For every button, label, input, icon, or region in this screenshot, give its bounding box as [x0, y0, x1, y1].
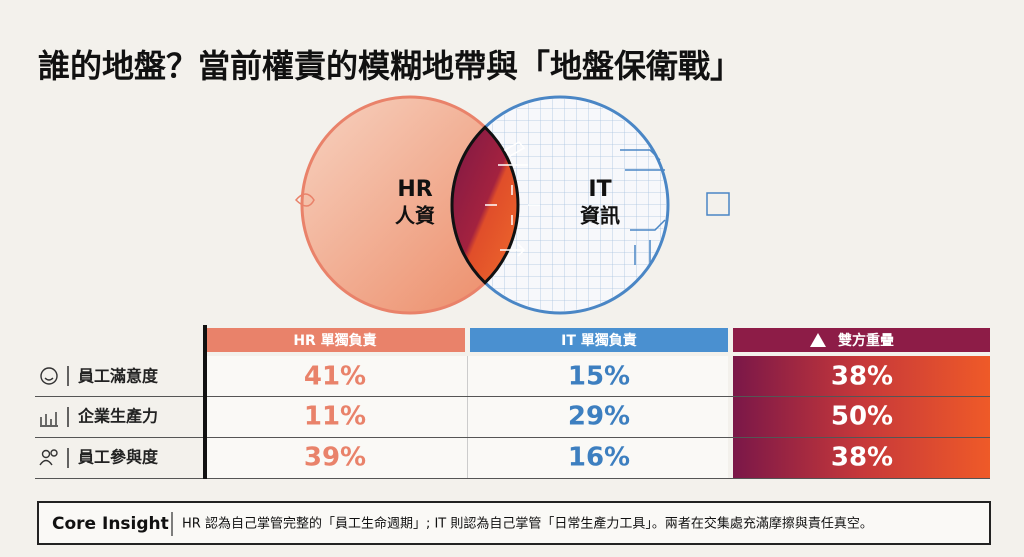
col-header-bg: [205, 328, 465, 352]
table: HR 單獨負責 IT 單獨負責 雙方重疊 員工滿意度 企業生產力 員工參與度 4…: [35, 325, 990, 479]
col-header: IT 單獨負責: [561, 332, 637, 349]
venn: HR 人資 IT 資訊: [294, 95, 730, 315]
overlap-column: [733, 356, 990, 478]
it-code: IT: [588, 177, 611, 202]
row-icons: [39, 367, 58, 466]
cell: 39%: [304, 443, 366, 473]
hr-code: HR: [397, 177, 432, 202]
footer: Core Insight HR 認為自己掌管完整的「員工生命週期」; IT 則認…: [37, 501, 991, 545]
it-label: 資訊: [580, 204, 620, 228]
cell: 41%: [304, 362, 366, 392]
footer-text: HR 認為自己掌管完整的「員工生命週期」; IT 則認為自己掌管「日常生產力工具…: [182, 516, 873, 532]
cell: 16%: [568, 443, 630, 473]
col-header-bg: [733, 328, 990, 352]
col-header-bg: [470, 328, 728, 352]
hr-label: 人資: [395, 204, 435, 228]
cell: 38%: [831, 443, 893, 473]
table-body: [205, 356, 728, 478]
cell: 50%: [831, 402, 893, 432]
row-label: 企業生產力: [77, 407, 158, 426]
table-border: [203, 325, 207, 479]
title: 誰的地盤？當前權責的模糊地帶與「地盤保衛戰」: [38, 47, 742, 85]
cell: 38%: [831, 362, 893, 392]
footer-label: Core Insight: [52, 514, 169, 534]
col-header: HR 單獨負責: [293, 332, 376, 349]
cell: 15%: [568, 362, 630, 392]
cell: 11%: [304, 402, 366, 432]
row-label: 員工參與度: [77, 448, 159, 467]
footer-box: [37, 501, 991, 545]
warning-icon: [810, 333, 826, 347]
row-label: 員工滿意度: [77, 367, 159, 386]
cell: 29%: [568, 402, 630, 432]
lens-icons: [485, 141, 540, 257]
circuit-lines: [294, 149, 730, 265]
col-header: 雙方重疊: [838, 332, 894, 349]
